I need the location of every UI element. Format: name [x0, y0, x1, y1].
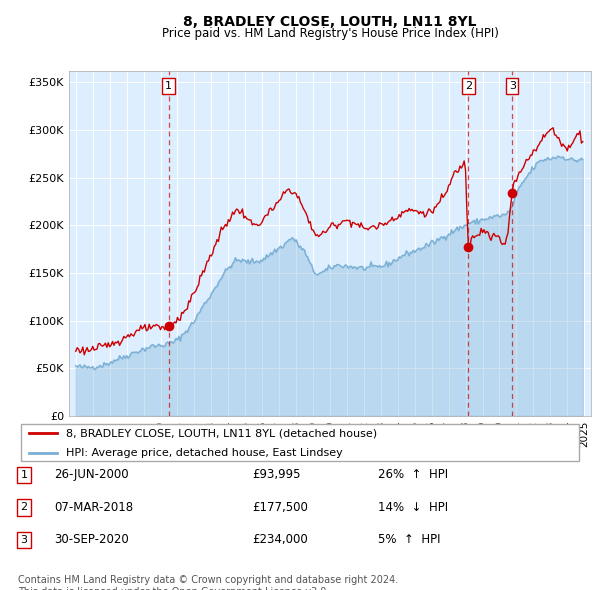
Text: 8, BRADLEY CLOSE, LOUTH, LN11 8YL (detached house): 8, BRADLEY CLOSE, LOUTH, LN11 8YL (detac…: [66, 428, 377, 438]
Text: Price paid vs. HM Land Registry's House Price Index (HPI): Price paid vs. HM Land Registry's House …: [161, 27, 499, 40]
Text: 2: 2: [465, 81, 472, 91]
Text: 26%  ↑  HPI: 26% ↑ HPI: [378, 468, 448, 481]
Text: £177,500: £177,500: [252, 501, 308, 514]
Text: HPI: Average price, detached house, East Lindsey: HPI: Average price, detached house, East…: [66, 448, 343, 458]
Text: 1: 1: [20, 470, 28, 480]
Text: 14%  ↓  HPI: 14% ↓ HPI: [378, 501, 448, 514]
Text: £93,995: £93,995: [252, 468, 301, 481]
Text: 07-MAR-2018: 07-MAR-2018: [54, 501, 133, 514]
FancyBboxPatch shape: [21, 424, 579, 461]
Text: 26-JUN-2000: 26-JUN-2000: [54, 468, 128, 481]
Text: 1: 1: [165, 81, 172, 91]
Text: £234,000: £234,000: [252, 533, 308, 546]
Text: 8, BRADLEY CLOSE, LOUTH, LN11 8YL: 8, BRADLEY CLOSE, LOUTH, LN11 8YL: [183, 15, 477, 29]
Text: Contains HM Land Registry data © Crown copyright and database right 2024.
This d: Contains HM Land Registry data © Crown c…: [18, 575, 398, 590]
Text: 2: 2: [20, 503, 28, 512]
Text: 3: 3: [20, 535, 28, 545]
Text: 30-SEP-2020: 30-SEP-2020: [54, 533, 129, 546]
Text: 3: 3: [509, 81, 515, 91]
Text: 5%  ↑  HPI: 5% ↑ HPI: [378, 533, 440, 546]
